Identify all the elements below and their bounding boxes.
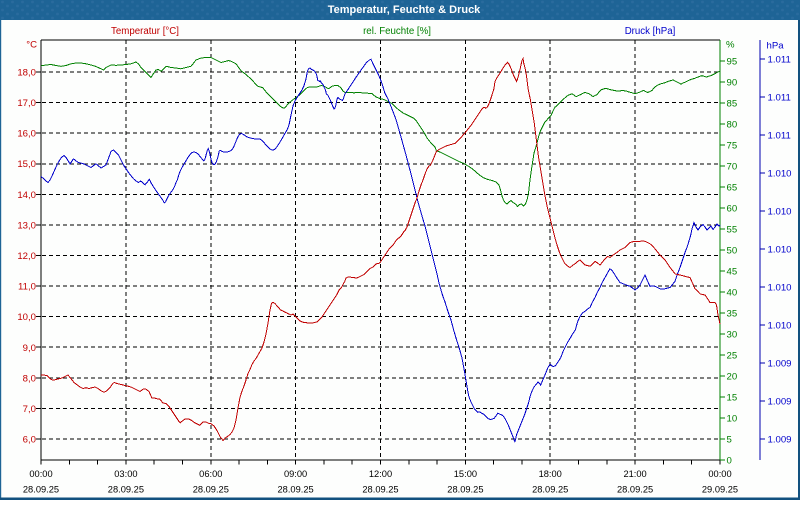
svg-text:80: 80 bbox=[727, 120, 738, 131]
svg-text:5: 5 bbox=[727, 435, 732, 446]
svg-text:10: 10 bbox=[727, 414, 738, 425]
svg-text:28.09.25: 28.09.25 bbox=[108, 485, 144, 495]
svg-text:12:00: 12:00 bbox=[369, 469, 392, 479]
svg-text:09:00: 09:00 bbox=[284, 469, 307, 479]
svg-text:14,0: 14,0 bbox=[17, 190, 36, 201]
svg-text:28.09.25: 28.09.25 bbox=[532, 485, 568, 495]
svg-text:75: 75 bbox=[727, 141, 738, 152]
svg-text:rel. Feuchte [%]: rel. Feuchte [%] bbox=[363, 26, 431, 37]
svg-text:35: 35 bbox=[727, 309, 738, 320]
svg-text:8,0: 8,0 bbox=[23, 373, 36, 384]
svg-text:Temperatur, Feuchte & Druck: Temperatur, Feuchte & Druck bbox=[328, 4, 481, 16]
svg-text:18,0: 18,0 bbox=[17, 68, 36, 79]
svg-text:°C: °C bbox=[26, 40, 37, 51]
svg-text:10,0: 10,0 bbox=[17, 312, 36, 323]
svg-text:20: 20 bbox=[727, 372, 738, 383]
svg-text:9,0: 9,0 bbox=[23, 343, 36, 354]
svg-text:18:00: 18:00 bbox=[539, 469, 562, 479]
svg-text:1.009: 1.009 bbox=[768, 435, 792, 446]
svg-text:13,0: 13,0 bbox=[17, 220, 36, 231]
svg-text:15:00: 15:00 bbox=[454, 469, 477, 479]
svg-text:65: 65 bbox=[727, 183, 738, 194]
svg-text:Temperatur [°C]: Temperatur [°C] bbox=[111, 26, 179, 37]
svg-text:1.009: 1.009 bbox=[768, 397, 792, 408]
svg-text:Druck [hPa]: Druck [hPa] bbox=[625, 26, 676, 37]
svg-text:28.09.25: 28.09.25 bbox=[277, 485, 313, 495]
svg-text:28.09.25: 28.09.25 bbox=[23, 485, 59, 495]
svg-text:30: 30 bbox=[727, 330, 738, 341]
svg-text:1.011: 1.011 bbox=[768, 93, 791, 104]
svg-text:7,0: 7,0 bbox=[23, 404, 36, 415]
svg-text:50: 50 bbox=[727, 246, 738, 257]
svg-text:%: % bbox=[726, 40, 735, 51]
svg-text:1.010: 1.010 bbox=[768, 283, 792, 294]
svg-text:70: 70 bbox=[727, 162, 738, 173]
svg-text:29.09.25: 29.09.25 bbox=[702, 485, 738, 495]
svg-text:60: 60 bbox=[727, 204, 738, 215]
svg-text:55: 55 bbox=[727, 225, 738, 236]
svg-text:17,0: 17,0 bbox=[17, 98, 36, 109]
svg-text:15,0: 15,0 bbox=[17, 159, 36, 170]
svg-text:hPa: hPa bbox=[767, 41, 785, 52]
svg-text:28.09.25: 28.09.25 bbox=[362, 485, 398, 495]
svg-text:21:00: 21:00 bbox=[623, 469, 646, 479]
svg-text:00:00: 00:00 bbox=[29, 469, 52, 479]
svg-text:06:00: 06:00 bbox=[199, 469, 222, 479]
svg-text:1.011: 1.011 bbox=[768, 55, 791, 66]
svg-text:28.09.25: 28.09.25 bbox=[617, 485, 653, 495]
svg-text:40: 40 bbox=[727, 288, 738, 299]
svg-text:95: 95 bbox=[727, 57, 738, 68]
svg-text:16,0: 16,0 bbox=[17, 129, 36, 140]
svg-text:85: 85 bbox=[727, 99, 738, 110]
svg-text:1.010: 1.010 bbox=[768, 245, 792, 256]
svg-text:00:00: 00:00 bbox=[708, 469, 731, 479]
svg-text:25: 25 bbox=[727, 351, 738, 362]
svg-text:45: 45 bbox=[727, 267, 738, 278]
svg-text:1.009: 1.009 bbox=[768, 359, 792, 370]
svg-text:1.010: 1.010 bbox=[768, 207, 792, 218]
svg-text:28.09.25: 28.09.25 bbox=[193, 485, 229, 495]
svg-text:1.010: 1.010 bbox=[768, 321, 792, 332]
svg-text:03:00: 03:00 bbox=[114, 469, 137, 479]
svg-text:1.010: 1.010 bbox=[768, 169, 792, 180]
svg-text:90: 90 bbox=[727, 78, 738, 89]
svg-text:11,0: 11,0 bbox=[18, 282, 36, 293]
svg-text:15: 15 bbox=[727, 393, 738, 404]
svg-text:12,0: 12,0 bbox=[17, 251, 36, 262]
svg-text:6,0: 6,0 bbox=[23, 435, 36, 446]
svg-text:0: 0 bbox=[727, 456, 732, 467]
svg-text:1.011: 1.011 bbox=[768, 131, 791, 142]
svg-text:28.09.25: 28.09.25 bbox=[447, 485, 483, 495]
